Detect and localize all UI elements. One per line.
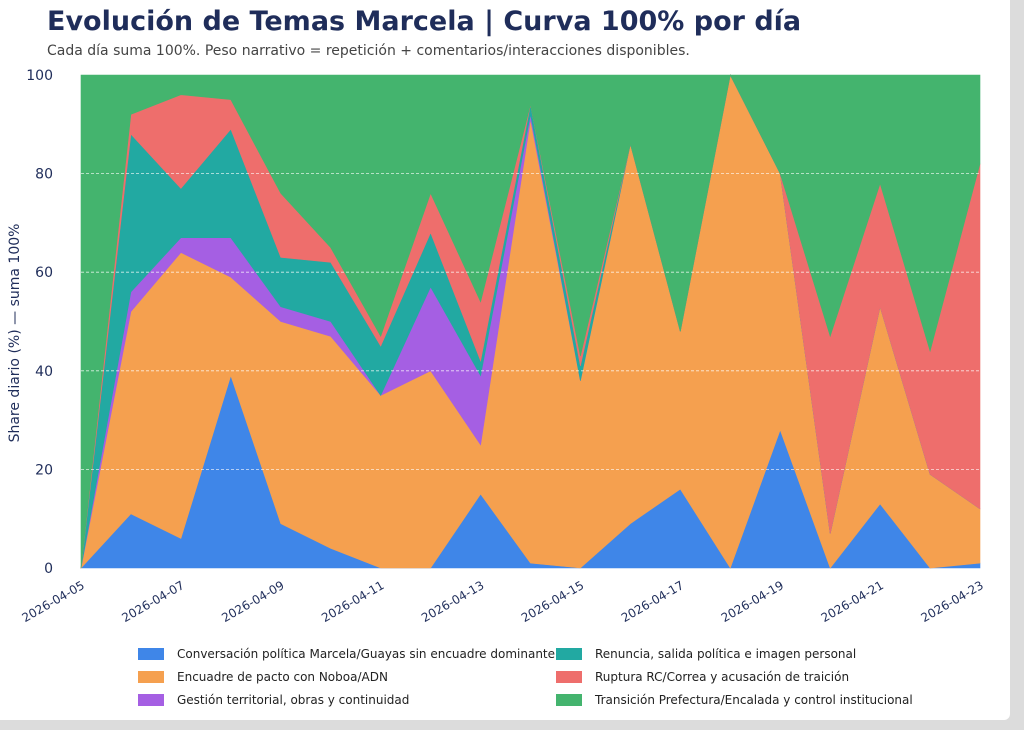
legend-item[interactable]: Conversación política Marcela/Guayas sin… <box>138 645 556 662</box>
y-tick-label: 0 <box>44 561 53 577</box>
chart-title: Evolución de Temas Marcela | Curva 100% … <box>47 6 802 37</box>
legend-label: Gestión territorial, obras y continuidad <box>177 692 410 707</box>
chart-card: Evolución de Temas Marcela | Curva 100% … <box>0 0 1010 720</box>
legend-item[interactable]: Renuncia, salida política e imagen perso… <box>556 645 936 662</box>
legend-swatch <box>556 670 582 683</box>
legend-swatch <box>138 647 164 660</box>
area-series-6 <box>80 74 981 569</box>
y-axis-label: Share diario (%) — suma 100% <box>7 224 23 443</box>
legend-item[interactable]: Encuadre de pacto con Noboa/ADN <box>138 668 556 685</box>
x-tick-label: 2026-04-09 <box>219 578 286 625</box>
legend-label: Ruptura RC/Correa y acusación de traició… <box>595 669 850 684</box>
legend-swatch <box>556 647 582 660</box>
x-tick-label: 2026-04-13 <box>419 578 486 625</box>
chart-subtitle: Cada día suma 100%. Peso narrativo = rep… <box>47 43 690 59</box>
x-tick-label: 2026-04-07 <box>119 578 186 625</box>
x-tick-label: 2026-04-05 <box>19 578 86 625</box>
y-tick-label: 60 <box>35 265 53 281</box>
x-tick-label: 2026-04-11 <box>319 578 386 625</box>
legend-item[interactable]: Ruptura RC/Correa y acusación de traició… <box>556 668 936 685</box>
y-tick-label: 40 <box>35 364 53 380</box>
x-tick-label: 2026-04-17 <box>619 578 686 625</box>
y-tick-label: 100 <box>26 68 53 84</box>
legend-swatch <box>556 693 582 706</box>
legend-swatch <box>138 670 164 683</box>
x-axis-ticks: 2026-04-05 2026-04-07 2026-04-09 2026-04-11… <box>19 578 985 625</box>
x-tick-label: 2026-04-23 <box>918 578 985 625</box>
area-layers <box>80 74 981 569</box>
legend-item[interactable]: Transición Prefectura/Encalada y control… <box>556 691 936 708</box>
y-tick-label: 80 <box>35 167 53 183</box>
legend-label: Transición Prefectura/Encalada y control… <box>595 692 913 707</box>
x-tick-label: 2026-04-15 <box>519 578 586 625</box>
y-tick-label: 20 <box>35 462 53 478</box>
legend-label: Conversación política Marcela/Guayas sin… <box>177 646 556 661</box>
y-axis-ticks: 0 20 40 60 80 100 <box>26 68 53 577</box>
x-tick-label: 2026-04-19 <box>719 578 786 625</box>
legend-label: Renuncia, salida política e imagen perso… <box>595 646 857 661</box>
x-tick-label: 2026-04-21 <box>819 578 886 625</box>
legend-swatch <box>138 693 164 706</box>
legend: Conversación política Marcela/Guayas sin… <box>138 645 938 708</box>
legend-label: Encuadre de pacto con Noboa/ADN <box>177 669 388 684</box>
legend-item[interactable]: Gestión territorial, obras y continuidad <box>138 691 556 708</box>
